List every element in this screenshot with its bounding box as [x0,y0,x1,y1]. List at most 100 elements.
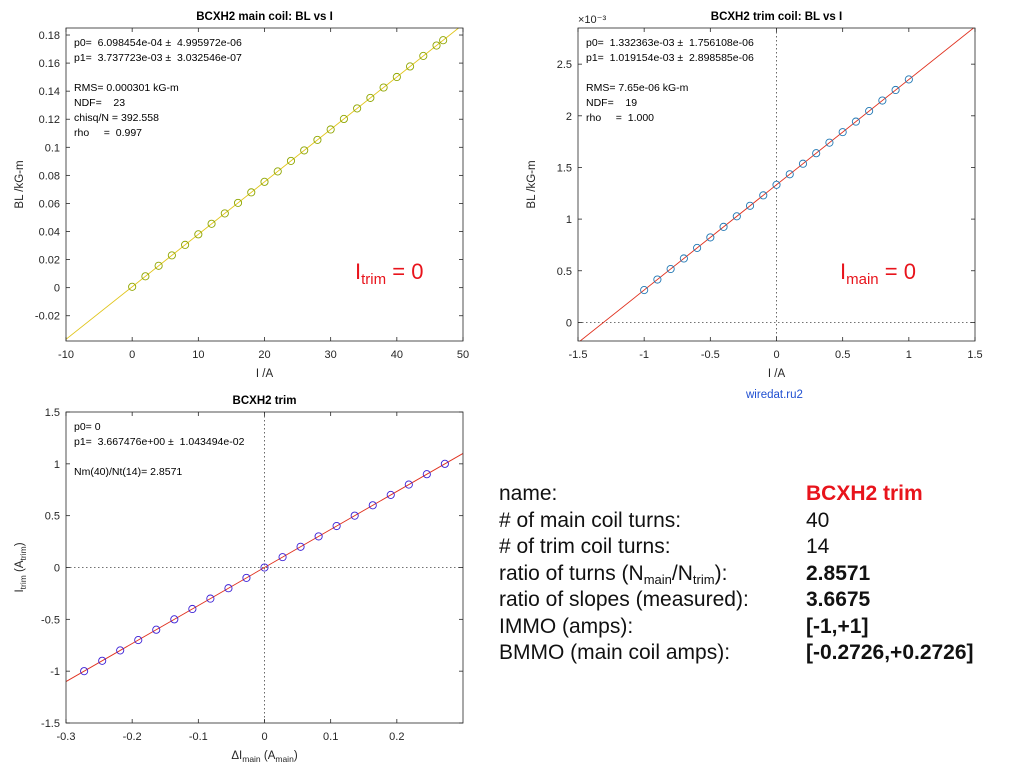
fit-annotation-line: p1= 1.019154e-03 ± 2.898585e-06 [586,52,754,64]
ratio-turns-sub-main: main [643,571,672,587]
data-point [745,201,755,210]
data-point [693,243,702,252]
bmmo-label: BMMO (main coil amps): [499,641,731,664]
chart-title: BCXH2 trim coil: BL vs I [711,11,842,23]
main-turns-value: 40 [806,508,830,532]
data-point [404,480,413,489]
data-point [706,233,715,242]
data-point [759,191,768,200]
data-point [220,209,229,218]
ratio-turns-label-b: /N [671,561,693,585]
y-tick-label: 0.02 [39,255,60,267]
data-point [167,251,176,260]
y-tick-label: 1.5 [557,162,572,174]
trim-turns-label: # of trim coil turns: [499,535,671,558]
fit-annotation-line: p1= 3.667476e+00 ± 1.043494e-02 [74,436,245,448]
data-point [422,470,431,479]
y-tick-label: 0 [54,563,60,575]
data-point [128,282,137,291]
fit-annotation-line: p1= 3.737723e-03 ± 3.032546e-07 [74,52,242,64]
y-tick-label: 0.16 [39,58,60,70]
x-tick-label: 0 [261,731,267,743]
data-point [242,573,251,582]
data-point [851,117,860,126]
source-file-label: wiredat.ru2 [746,389,803,401]
data-point [798,159,808,168]
data-point [207,219,216,228]
axes-box [65,27,464,342]
fit-annotation-line: p0= 6.098454e-04 ± 4.995972e-06 [74,37,242,49]
y-tick-label: 0.1 [45,142,60,154]
condition-label: Itrim = 0 [355,259,423,288]
y-tick-label: 0.04 [39,227,60,239]
x-tick-label: -1.5 [569,349,588,361]
chart-2: BCXH2 trim coil: BL vs I -1.5 -1 -0.5 0 0.5 1 1… [526,11,983,380]
x-tick-label: -0.5 [701,349,720,361]
data-point [825,138,834,147]
y-tick-label: 0.14 [39,86,60,98]
data-point [732,212,741,221]
x-axis-label: I /A [768,368,786,380]
fit-annotation-line: NDF= 19 [586,97,637,109]
chart-title: BCXH2 main coil: BL vs I [196,11,333,23]
x-tick-label: -0.1 [189,731,208,743]
fit-line [66,453,463,682]
data-point [313,135,322,144]
data-point [141,272,150,281]
data-point [247,188,256,197]
data-point [134,636,143,645]
data-point [116,646,125,655]
fit-annotation-line: rho = 1.000 [586,112,654,124]
data-point [339,114,348,124]
y-tick-label: 0 [566,317,572,329]
data-point [273,167,282,176]
x-tick-label: 30 [325,349,337,361]
ratio-turns-label: ratio of turns (Nmain/Ntrim): [499,561,727,588]
axis-exponent-label: ×10⁻³ [578,14,606,26]
chart-title: BCXH2 trim [233,395,297,407]
data-point [406,62,415,71]
data-point [772,180,781,189]
bmmo-value: [-0.2726,+0.2726] [806,641,974,664]
y-tick-label: -0.5 [41,614,60,626]
data-point [785,170,794,179]
data-point [838,128,847,137]
data-point [904,75,913,84]
data-point [666,264,675,274]
trim-turns-value: 14 [806,535,830,558]
immo-label: IMMO (amps): [499,614,634,638]
x-tick-label: 10 [192,349,204,361]
data-point [154,261,163,270]
y-tick-label: 0.5 [557,266,572,278]
data-point [640,286,649,295]
data-point [326,125,335,134]
data-point [80,667,89,676]
data-point [386,490,395,499]
data-point [719,222,728,231]
y-tick-label: 1 [566,214,572,226]
fit-annotation-line: RMS= 0.000301 kG-m [74,82,179,94]
data-point [865,107,874,116]
data-point [206,594,215,603]
data-point [653,275,662,284]
x-tick-label: -1 [639,349,649,361]
data-point [314,532,323,541]
y-tick-label: 2.5 [557,59,572,71]
y-tick-label: 0 [54,283,60,295]
fit-annotation-line: RMS= 7.65e-06 kG-m [586,82,689,94]
data-point [233,198,243,207]
y-tick-label: -0.02 [35,311,60,323]
fit-annotation-line: Nm(40)/Nt(14)= 2.8571 [74,466,182,478]
x-tick-label: -10 [58,349,74,361]
data-point [419,51,428,60]
name-value: BCXH2 trim [806,482,923,505]
data-point [181,240,190,249]
y-axis-label: BL /kG-m [526,160,538,208]
y-tick-label: 0.12 [39,114,60,126]
data-point [379,83,388,92]
data-point [440,459,449,468]
x-tick-label: -0.2 [123,731,142,743]
data-point [278,553,287,562]
fit-annotation-line: p0= 1.332363e-03 ± 1.756108e-06 [586,37,754,49]
